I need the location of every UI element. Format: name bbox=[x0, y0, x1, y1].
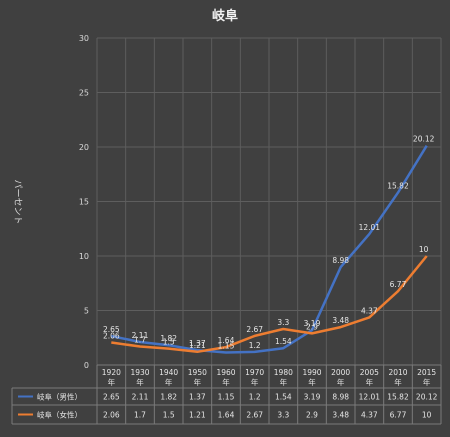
table-cell-value: 1.5 bbox=[163, 411, 175, 420]
data-labels: 2.65 2.11 1.82 1.37 1.15 1.2 1.54 3.19 8.98 12.01… bbox=[103, 135, 435, 351]
table-cell-value: 1.15 bbox=[218, 393, 235, 402]
x-category-label: 1980 bbox=[274, 368, 293, 377]
x-category-label: 2015 bbox=[417, 368, 436, 377]
table-cell-value: 1.54 bbox=[275, 393, 292, 402]
y-tick-label: 25 bbox=[79, 89, 89, 98]
y-tick-label: 30 bbox=[79, 34, 89, 43]
table-cell-value: 2.67 bbox=[246, 411, 263, 420]
x-category-label: 2000 bbox=[331, 368, 350, 377]
data-label: 6.77 bbox=[390, 280, 407, 289]
table-cell-value: 1.21 bbox=[189, 411, 206, 420]
x-category-suffix: 年 bbox=[251, 377, 259, 387]
table-cell-value: 2.65 bbox=[103, 393, 120, 402]
table-cell-value: 2.11 bbox=[132, 393, 149, 402]
x-category-suffix: 年 bbox=[222, 377, 230, 387]
table-cell-value: 1.7 bbox=[134, 411, 146, 420]
table-cell-value: 1.64 bbox=[218, 411, 235, 420]
x-category-suffix: 年 bbox=[165, 377, 173, 387]
data-label: 2.9 bbox=[306, 322, 318, 331]
series-line bbox=[111, 255, 428, 354]
data-label: 2.67 bbox=[246, 325, 263, 334]
table-cell-value: 1.82 bbox=[160, 393, 177, 402]
x-category-suffix: 年 bbox=[194, 377, 202, 387]
y-axis-ticks: 0 5 10 15 20 25 30 bbox=[79, 34, 89, 370]
data-label: 1.21 bbox=[189, 341, 206, 350]
data-label: 1.54 bbox=[275, 337, 292, 346]
x-category-label: 1960 bbox=[216, 368, 235, 377]
x-category-label: 1970 bbox=[245, 368, 264, 377]
legend-entry: 岐阜（女性） bbox=[37, 410, 82, 420]
data-label: 3.3 bbox=[277, 318, 289, 327]
y-axis-label: パーセント bbox=[12, 179, 23, 224]
data-label: 15.82 bbox=[387, 182, 409, 191]
data-label: 1.15 bbox=[218, 341, 235, 350]
table-cell-value: 12.01 bbox=[359, 393, 381, 402]
table-cell-value: 1.2 bbox=[249, 393, 261, 402]
legend-entry: 岐阜（男性） bbox=[37, 392, 82, 402]
table-cell-value: 4.37 bbox=[361, 411, 378, 420]
data-label: 1.82 bbox=[160, 334, 177, 343]
x-category-suffix: 年 bbox=[337, 377, 345, 387]
x-category-suffix: 年 bbox=[280, 377, 288, 387]
table-cell-value: 2.06 bbox=[103, 411, 120, 420]
table-cell-value: 3.19 bbox=[304, 393, 321, 402]
table-cell-value: 15.82 bbox=[387, 393, 409, 402]
x-category-label: 1930 bbox=[130, 368, 149, 377]
data-label: 1.7 bbox=[134, 335, 146, 344]
x-category-label: 2010 bbox=[388, 368, 407, 377]
data-label: 3.48 bbox=[332, 316, 349, 325]
data-label: 2.11 bbox=[132, 331, 149, 340]
table-cell-value: 2.9 bbox=[306, 411, 318, 420]
data-label: 2.65 bbox=[103, 325, 120, 334]
table-cell-value: 1.37 bbox=[189, 393, 206, 402]
data-label: 10 bbox=[419, 245, 429, 254]
grid bbox=[96, 37, 442, 366]
x-category-suffix: 年 bbox=[394, 377, 402, 387]
x-category-label: 1950 bbox=[188, 368, 207, 377]
table-cell-value: 6.77 bbox=[390, 411, 407, 420]
data-table: 1920年1930年1940年1950年1960年1970年1980年1990年… bbox=[11, 364, 442, 425]
x-category-suffix: 年 bbox=[308, 377, 316, 387]
data-label: 1.37 bbox=[189, 339, 206, 348]
data-label: 4.37 bbox=[361, 306, 378, 315]
data-label: 2.06 bbox=[103, 332, 120, 341]
x-category-label: 1940 bbox=[159, 368, 178, 377]
x-category-suffix: 年 bbox=[423, 377, 431, 387]
x-category-suffix: 年 bbox=[136, 377, 144, 387]
table-cell-value: 20.12 bbox=[416, 393, 438, 402]
x-category-label: 2005 bbox=[360, 368, 379, 377]
y-tick-label: 0 bbox=[84, 361, 89, 370]
chart-title: 岐阜 bbox=[212, 8, 238, 24]
series-lines bbox=[111, 145, 428, 354]
data-label: 1.2 bbox=[249, 341, 261, 350]
table-cell-value: 3.48 bbox=[332, 411, 349, 420]
table-cell-value: 8.98 bbox=[332, 393, 349, 402]
table-cell-value: 3.3 bbox=[277, 411, 289, 420]
y-tick-label: 20 bbox=[79, 143, 89, 152]
data-label: 1.5 bbox=[163, 338, 175, 347]
data-label: 12.01 bbox=[359, 223, 381, 232]
x-category-label: 1920 bbox=[102, 368, 121, 377]
data-label: 8.98 bbox=[332, 256, 349, 265]
data-label: 1.64 bbox=[218, 336, 235, 345]
y-tick-label: 5 bbox=[84, 307, 89, 316]
x-category-label: 1990 bbox=[302, 368, 321, 377]
data-label: 20.12 bbox=[413, 135, 435, 144]
y-tick-label: 10 bbox=[79, 252, 89, 261]
table-cell-value: 10 bbox=[422, 411, 432, 420]
x-category-suffix: 年 bbox=[366, 377, 374, 387]
y-tick-label: 15 bbox=[79, 198, 89, 207]
data-label: 3.19 bbox=[304, 319, 321, 328]
series-line bbox=[111, 145, 428, 354]
x-category-suffix: 年 bbox=[108, 377, 116, 387]
